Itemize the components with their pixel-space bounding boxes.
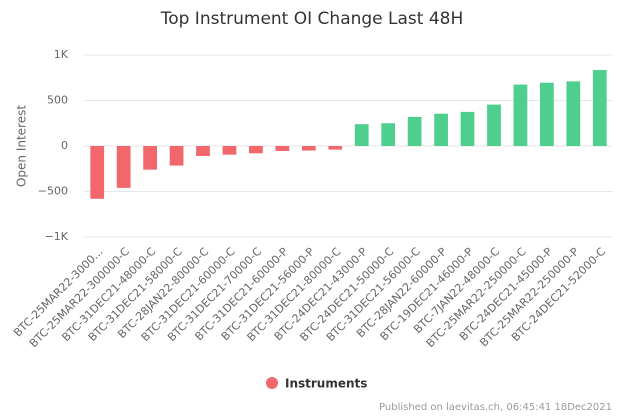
bar bbox=[301, 146, 316, 151]
y-tick-label: 1K bbox=[54, 48, 69, 61]
bar bbox=[407, 116, 422, 146]
bar bbox=[460, 111, 475, 146]
bar bbox=[90, 146, 105, 199]
credits: Published on laevitas.ch, 06:45:41 18Dec… bbox=[379, 402, 612, 413]
bar bbox=[169, 146, 184, 166]
bar bbox=[328, 146, 343, 150]
bar bbox=[487, 104, 501, 146]
bar bbox=[513, 84, 528, 146]
bar bbox=[116, 146, 131, 188]
bar bbox=[249, 146, 263, 154]
y-tick-label: −500 bbox=[38, 185, 68, 198]
bar bbox=[381, 123, 396, 146]
y-tick-label: 0 bbox=[61, 139, 68, 152]
y-tick-label: 500 bbox=[47, 94, 68, 107]
y-axis-title: Open Interest bbox=[15, 105, 29, 187]
bar bbox=[539, 82, 554, 146]
chart-title: Top Instrument OI Change Last 48H bbox=[160, 9, 464, 29]
bar bbox=[196, 146, 210, 157]
bar bbox=[143, 146, 158, 170]
legend-label: Instruments bbox=[285, 377, 367, 391]
bar bbox=[592, 70, 607, 146]
bar bbox=[222, 146, 237, 155]
bar bbox=[566, 81, 581, 146]
bar bbox=[354, 124, 369, 146]
bar bbox=[434, 113, 448, 146]
bar bbox=[275, 146, 290, 152]
legend-marker bbox=[266, 377, 278, 389]
y-tick-label: −1K bbox=[45, 230, 69, 243]
